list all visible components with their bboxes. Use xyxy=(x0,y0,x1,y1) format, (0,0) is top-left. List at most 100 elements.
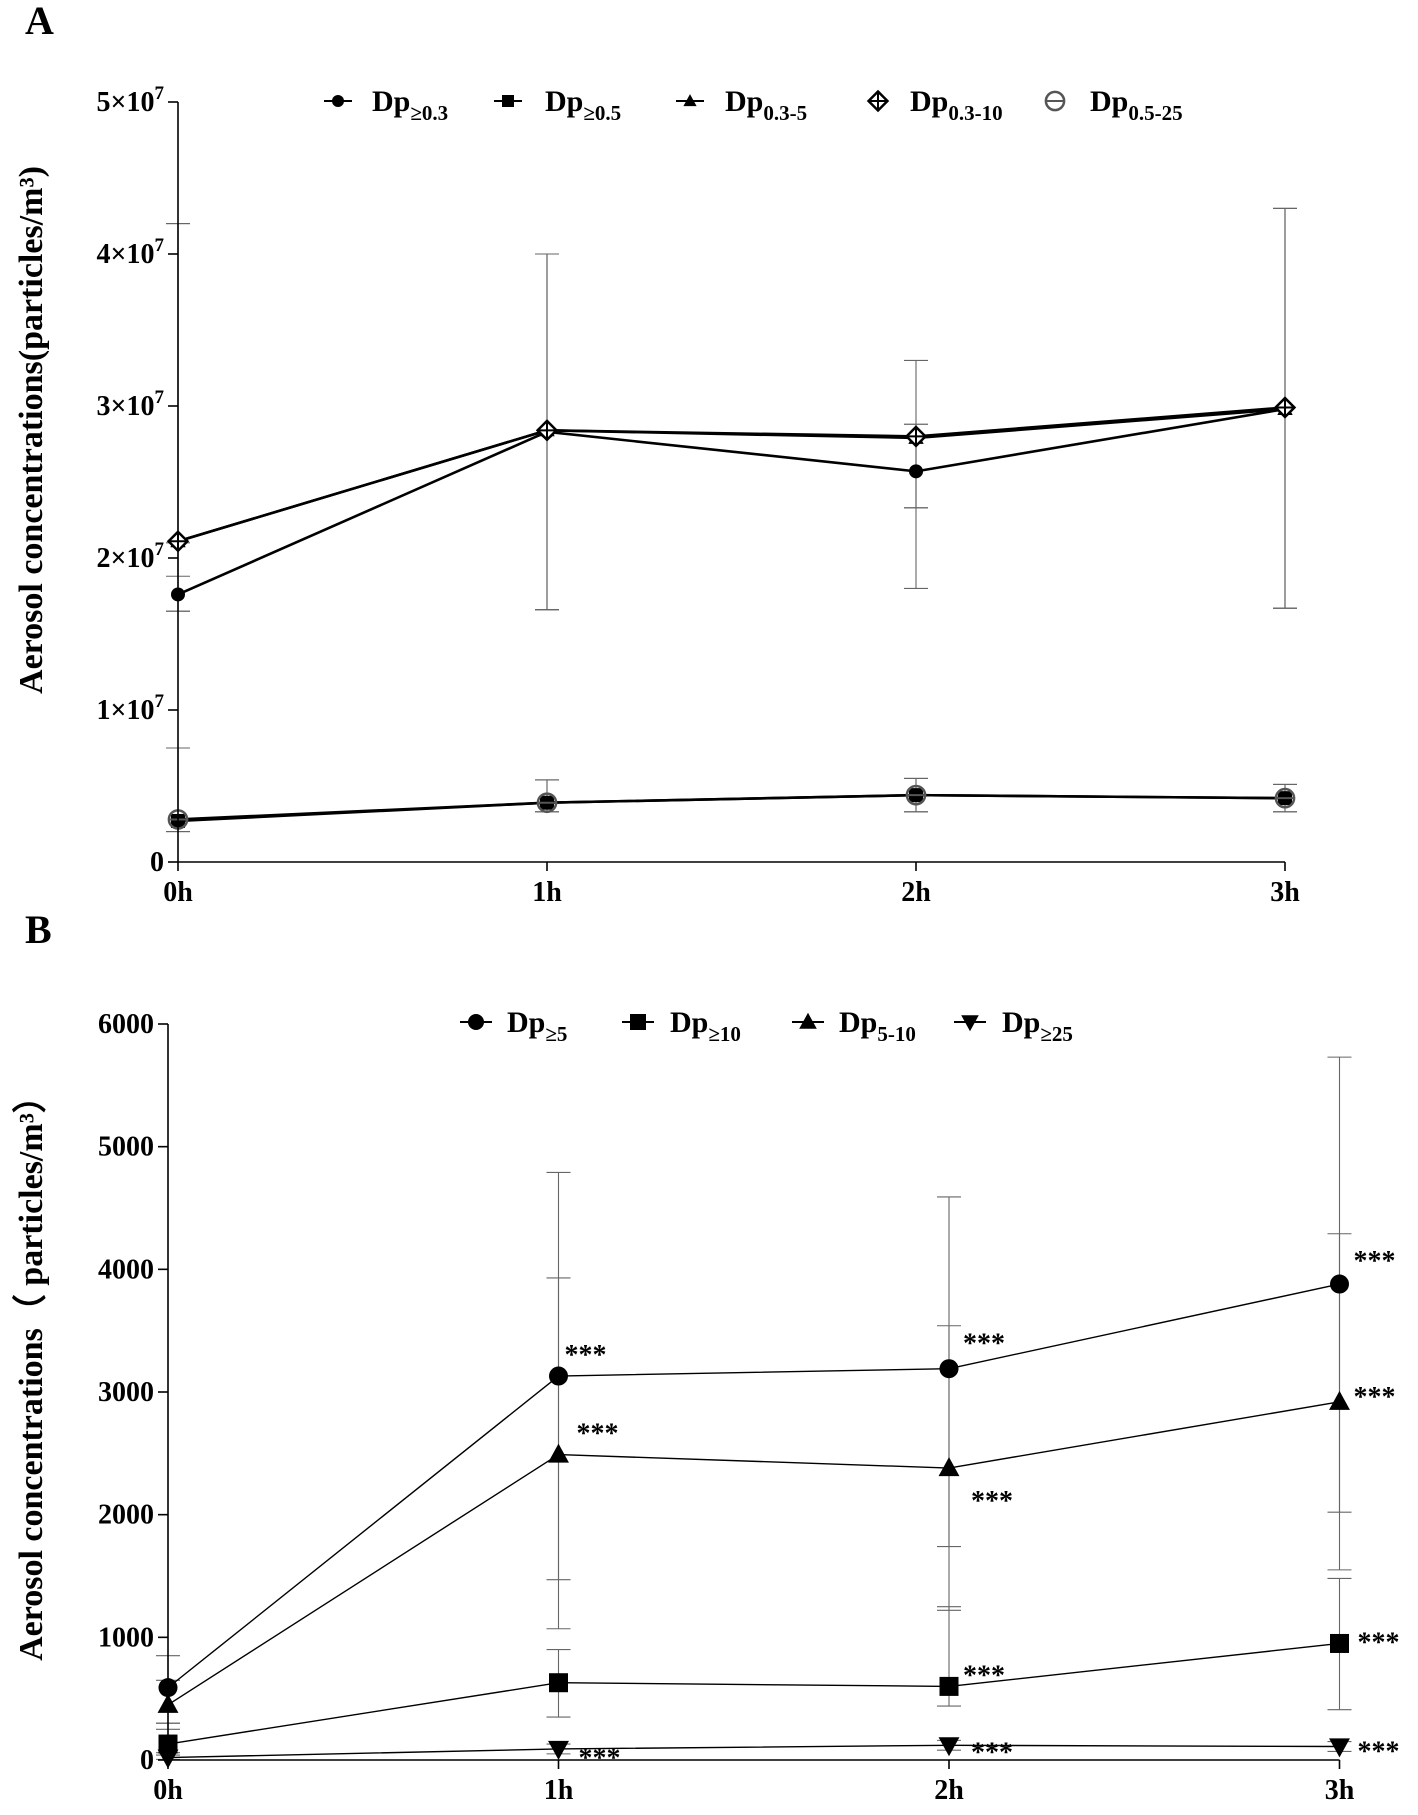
panel-b-x-tick-label-1h: 1h xyxy=(544,1775,574,1806)
panel-b-point-dp-10-2h xyxy=(939,1676,959,1696)
panel-b-y-tick-label: 2000 xyxy=(98,1500,154,1531)
panel-b-legend-marker-dp-5 xyxy=(468,1014,484,1030)
panel-b-y-tick-label: 0 xyxy=(140,1745,154,1776)
panel-b-significance-labels: *** *** *** *** *** *** *** *** *** *** *** xyxy=(565,1246,1400,1774)
panel-a-point-dp-0-3-2h xyxy=(909,464,923,479)
panel-a-legend-subscript-dp-0-3: ≥0.3 xyxy=(410,101,448,125)
panel-a-x-tick-label-1h: 1h xyxy=(532,877,562,908)
panel-b-legend-label-dp-10: Dp≥10 xyxy=(670,1006,741,1046)
panel-a-legend-subscript-dp0-3-10: 0.3-10 xyxy=(948,101,1002,125)
panel-b-x-tick-label-3h: 3h xyxy=(1325,1775,1355,1806)
panel-a-y-tick-exponent: 7 xyxy=(155,691,165,712)
panel-a-series-lines xyxy=(177,406,1286,823)
panel-b-series-lines xyxy=(167,1283,1340,1759)
panel-a-point-dp0-3-10-3h xyxy=(1273,396,1297,419)
panel-b-y-axis-title: Aerosol concentrations（ particles/m³） xyxy=(11,1079,50,1661)
panel-b-legend-subscript-dp-25: ≥25 xyxy=(1040,1022,1073,1046)
panel-b-y-tick-label: 3000 xyxy=(98,1377,154,1408)
panel-b-legend-item-dp-10: Dp≥10 xyxy=(622,1006,741,1046)
panel-a-y-tick-label: 3×107 xyxy=(97,387,165,422)
panel-a-legend-subscript-dp-0-5: ≥0.5 xyxy=(583,101,621,125)
panel-a: A Dp≥0.3 Dp≥0.5 Dp0.3-5 Dp0.3-10 Dp0.5-25 0 1… xyxy=(13,0,1300,908)
panel-b-label: B xyxy=(25,907,52,952)
panel-b-significance-dp5-10-2h: *** xyxy=(971,1486,1013,1517)
panel-a-legend-item-dp-0-5: Dp≥0.5 xyxy=(494,85,621,125)
panel-a-legend-subscript-dp0-3-5: 0.3-5 xyxy=(763,101,807,125)
panel-b-point-dp-5-1h xyxy=(549,1366,568,1386)
panel-a-legend-item-dp0-5-25: Dp0.5-25 xyxy=(1044,85,1183,125)
panel-a-legend-item-dp0-3-10: Dp0.3-10 xyxy=(866,85,1003,125)
panel-a-y-tick-label: 2×107 xyxy=(97,539,165,574)
panel-a-legend-marker-dp-0-5 xyxy=(502,95,514,107)
panel-b-y-tick-label: 1000 xyxy=(98,1622,154,1653)
panel-a-y-tick-label: 5×107 xyxy=(97,83,165,118)
panel-a-x-tick-label-2h: 2h xyxy=(901,877,931,908)
panel-b-series-line-dp5-10 xyxy=(167,1401,1340,1706)
panel-a-y-tick-label: 1×107 xyxy=(97,691,165,726)
panel-b-legend-marker-dp-25 xyxy=(961,1015,979,1032)
panel-b-significance-dp5-10-1h: *** xyxy=(577,1419,619,1450)
panel-b-point-dp-5-2h xyxy=(939,1359,959,1379)
panel-b-series-line-dp-10 xyxy=(167,1642,1340,1745)
panel-a-legend-item-dp-0-3: Dp≥0.3 xyxy=(324,85,448,125)
panel-b-significance-dp-5-2h: *** xyxy=(963,1329,1005,1360)
panel-b-legend-label-dp-25: Dp≥25 xyxy=(1002,1006,1073,1046)
panel-b-point-dp-25-1h xyxy=(548,1740,569,1760)
panel-a-legend-label-dp0-3-5: Dp0.3-5 xyxy=(725,85,807,125)
panel-a-legend-marker-dp0-3-5 xyxy=(683,94,697,107)
panel-a-legend-marker-dp0-3-10 xyxy=(866,89,890,113)
panel-b-y-tick-label: 4000 xyxy=(98,1254,154,1285)
panel-a-legend-subscript-dp0-5-25: 0.5-25 xyxy=(1128,101,1182,125)
panel-b-y-tick-label: 6000 xyxy=(98,1009,154,1040)
panel-a-legend-marker-dp0-5-25 xyxy=(1044,90,1066,112)
panel-a-x-tick-label-0h: 0h xyxy=(163,877,193,908)
panel-a-legend-label-dp-0-3: Dp≥0.3 xyxy=(372,85,448,125)
panel-a-legend-label-dp-0-5: Dp≥0.5 xyxy=(545,85,621,125)
panel-a-point-dp0-5-25-2h xyxy=(905,784,927,806)
panel-a-legend-label-dp0-5-25: Dp0.5-25 xyxy=(1090,85,1183,125)
panel-b-markers xyxy=(157,1274,1350,1769)
panel-a-error-bars xyxy=(166,207,1297,833)
panel-b-point-dp-25-3h xyxy=(1329,1738,1350,1758)
panel-b-significance-dp5-10-3h: *** xyxy=(1354,1382,1396,1413)
panel-a-legend-item-dp0-3-5: Dp0.3-5 xyxy=(676,85,807,125)
panel-a-y-axis-title: Aerosol concentrations(particles/m³) xyxy=(13,166,50,694)
panel-b-error-bars xyxy=(156,1056,1352,1760)
panel-a-point-dp0-3-10-2h xyxy=(904,425,928,448)
panel-b-legend-subscript-dp-5: ≥5 xyxy=(545,1022,567,1046)
panel-b-significance-dp-5-1h: *** xyxy=(565,1340,607,1371)
panel-b-legend-item-dp-5: Dp≥5 xyxy=(460,1006,567,1046)
panel-b-x-tick-label-2h: 2h xyxy=(934,1775,964,1806)
panel-b-significance-dp-5-3h: *** xyxy=(1354,1246,1396,1277)
panel-a-series-line-dp0-3-10 xyxy=(177,406,1286,543)
panel-b-legend-subscript-dp5-10: 5-10 xyxy=(877,1022,916,1046)
panel-a-axes: 0 1×107 2×107 3×107 4×107 5×107 0h 1h 2h 3h xyxy=(97,83,1301,908)
panel-a-legend-marker-dp-0-3 xyxy=(332,95,344,107)
panel-b: B Dp≥5 Dp≥10 Dp5-10 Dp≥25 *** *** *** *** *** **… xyxy=(11,907,1400,1806)
panel-b-legend-subscript-dp-10: ≥10 xyxy=(708,1022,741,1046)
panel-b-axes: 0 1000 2000 3000 4000 5000 6000 0h 1h 2h 3h xyxy=(98,1009,1355,1806)
panel-a-legend: Dp≥0.3 Dp≥0.5 Dp0.3-5 Dp0.3-10 Dp0.5-25 xyxy=(324,85,1183,125)
panel-a-label: A xyxy=(25,0,54,43)
panel-a-point-dp0-5-25-3h xyxy=(1274,787,1296,809)
panel-b-significance-dp-10-3h: *** xyxy=(1358,1627,1400,1658)
panel-a-y-tick-label: 4×107 xyxy=(97,235,165,270)
panel-b-point-dp-10-3h xyxy=(1330,1633,1349,1653)
panel-b-series-line-dp-25 xyxy=(167,1744,1340,1759)
panel-b-significance-dp-25-1h: *** xyxy=(579,1743,621,1774)
panel-b-legend: Dp≥5 Dp≥10 Dp5-10 Dp≥25 xyxy=(460,1006,1073,1046)
panel-a-y-tick-exponent: 7 xyxy=(155,235,165,256)
panel-b-point-dp5-10-2h xyxy=(938,1457,960,1477)
panel-b-legend-label-dp5-10: Dp5-10 xyxy=(839,1006,916,1046)
panel-b-point-dp-25-2h xyxy=(938,1737,960,1757)
panel-b-point-dp5-10-3h xyxy=(1329,1390,1350,1410)
panel-a-series-line-dp-0-3 xyxy=(177,407,1286,596)
panel-a-markers xyxy=(166,396,1297,830)
panel-b-y-tick-label: 5000 xyxy=(98,1132,154,1163)
panel-b-legend-item-dp-25: Dp≥25 xyxy=(954,1006,1073,1046)
panel-b-legend-label-dp-5: Dp≥5 xyxy=(507,1006,567,1046)
panel-a-point-dp0-5-25-1h xyxy=(536,792,558,814)
panel-a-point-dp0-3-10-1h xyxy=(535,419,559,442)
panel-b-significance-dp-25-2h: *** xyxy=(971,1737,1013,1768)
